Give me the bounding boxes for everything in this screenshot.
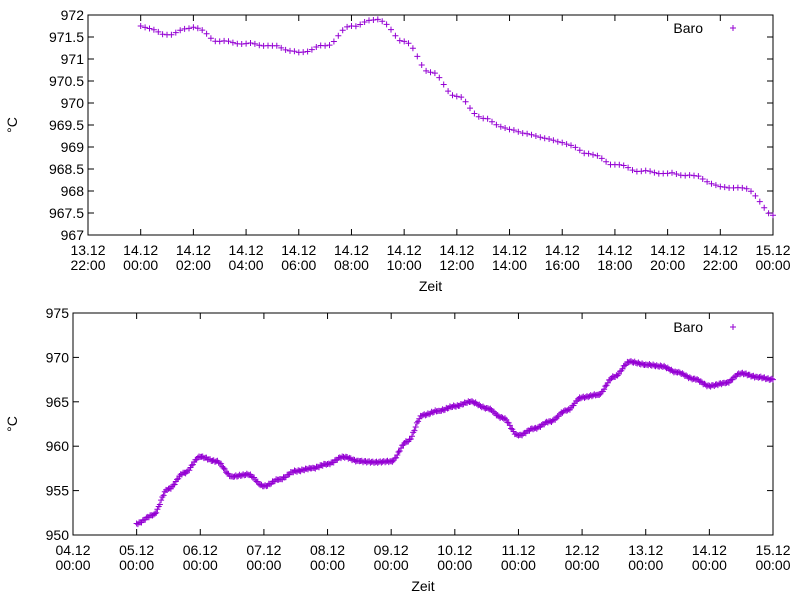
chart1-data-trace [142,17,772,217]
chart1-x-tick-day: 14.12 [492,242,527,258]
chart1-y-tick-label: 968 [61,183,85,199]
chart2-y-tick-label: 970 [46,349,70,365]
chart1-x-tick-time: 22:00 [703,257,738,273]
chart2-x-tick-time: 00:00 [628,557,663,573]
chart1-data-point [453,93,460,100]
chart2-y-axis-label: °C [4,416,20,432]
chart2-x-tick-time: 00:00 [565,557,600,573]
chart1-x-tick-time: 16:00 [545,257,580,273]
chart2-x-tick-day: 09.12 [374,542,409,558]
chart1-y-tick-label: 968.5 [49,161,84,177]
chart2-x-tick-day: 10.12 [437,542,472,558]
chart1-data-point [427,69,434,76]
chart1-y-tick-label: 967 [61,227,85,243]
chart1-x-tick-time: 02:00 [176,257,211,273]
chart1-y-tick-label: 969 [61,139,85,155]
chart1-x-tick-day: 14.12 [281,242,316,258]
chart1-x-tick-time: 20:00 [650,257,685,273]
chart1-y-tick-label: 972 [61,7,85,23]
chart1-x-tick-day: 13.12 [70,242,105,258]
chart1-data-point [190,24,197,31]
chart1-x-tick-time: 22:00 [70,257,105,273]
chart1-y-tick-label: 970 [61,95,85,111]
chart2-x-tick-time: 00:00 [183,557,218,573]
chart1-y-tick-label: 969.5 [49,117,84,133]
chart2-legend-label: Baro [673,319,703,335]
chart2-x-tick-day: 14.12 [692,542,727,558]
chart2-x-axis-label: Zeit [411,578,434,594]
chart1-data-point [532,133,539,139]
chart1-x-tick-day: 14.12 [229,242,264,258]
chart1-x-tick-time: 14:00 [492,257,527,273]
chart2-x-tick-time: 00:00 [55,557,90,573]
chart1-x-tick-time: 08:00 [334,257,369,273]
chart1-y-tick-label: 971.5 [49,29,84,45]
chart1-x-tick-day: 14.12 [650,242,685,258]
chart1-x-tick-time: 00:00 [123,257,158,273]
chart2-x-tick-day: 04.12 [55,542,90,558]
chart2-legend-marker [730,324,736,330]
chart1-data-point [374,16,381,23]
chart1-x-tick-day: 14.12 [387,242,422,258]
chart1-x-tick-time: 18:00 [597,257,632,273]
chart1-data-point [506,126,513,133]
chart1-x-tick-time: 04:00 [229,257,264,273]
chart2-y-tick-label: 960 [46,438,70,454]
chart2-x-tick-day: 06.12 [183,542,218,558]
chart1-x-tick-day: 14.12 [703,242,738,258]
chart1-y-tick-label: 971 [61,51,85,67]
chart2-x-tick-time: 00:00 [501,557,536,573]
chart2-y-tick-label: 965 [46,394,70,410]
chart1-y-tick-label: 967.5 [49,205,84,221]
chart1-x-tick-day: 14.12 [597,242,632,258]
chart2-plot-frame [72,312,774,536]
chart2-x-tick-day: 13.12 [628,542,663,558]
chart1-x-tick-time: 12:00 [439,257,474,273]
chart1-y-tick-label: 970.5 [49,73,84,89]
chart1-x-axis-label: Zeit [419,278,442,294]
chart1-data-point [401,38,408,45]
chart2-data-trace [134,358,775,528]
chart1-x-tick-day: 15.12 [755,242,790,258]
chart1-data-point [770,212,776,219]
chart1-x-tick-day: 14.12 [439,242,474,258]
chart2-x-tick-time: 00:00 [310,557,345,573]
chart1-data-point [137,23,144,29]
chart2-x-tick-time: 00:00 [437,557,472,573]
chart2-x-tick-time: 00:00 [692,557,727,573]
chart2-x-tick-day: 11.12 [501,542,535,558]
chart1-x-tick-day: 14.12 [545,242,580,258]
chart2-x-tick-day: 12.12 [565,542,600,558]
chart2-x-tick-day: 05.12 [119,542,154,558]
chart1-x-tick-day: 14.12 [176,242,211,258]
chart2-x-tick-time: 00:00 [246,557,281,573]
chart2-y-tick-label: 955 [46,483,70,499]
chart1-x-tick-day: 14.12 [334,242,369,258]
chart1-y-axis-label: °C [4,117,20,133]
chart1-x-tick-time: 06:00 [281,257,316,273]
chart2-x-tick-day: 15.12 [755,542,790,558]
chart2-x-tick-time: 00:00 [755,557,790,573]
chart1-x-tick-day: 14.12 [123,242,158,258]
chart1-data-point [743,185,750,192]
chart1-data-point [559,139,566,146]
chart2-x-tick-time: 00:00 [119,557,154,573]
chart2-y-tick-label: 975 [46,305,70,321]
chart1-x-tick-time: 10:00 [387,257,422,273]
chart2-y-tick-label: 950 [46,527,70,543]
chart1-legend-marker [730,25,736,31]
chart2-x-tick-time: 00:00 [374,557,409,573]
chart2-x-tick-day: 07.12 [246,542,281,558]
chart2-x-tick-day: 08.12 [310,542,345,558]
chart1-plot-frame [87,14,774,236]
chart1-x-tick-time: 00:00 [755,257,790,273]
chart1-legend-label: Baro [673,20,703,36]
